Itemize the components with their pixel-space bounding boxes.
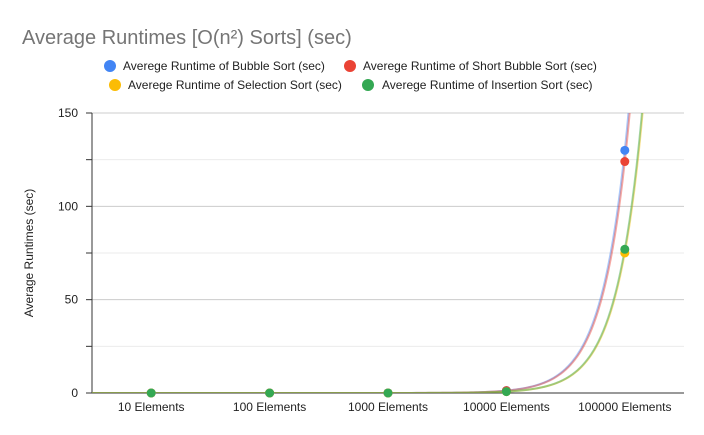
legend-label-insertion-sort: Averege Runtime of Insertion Sort (sec) [382, 78, 593, 92]
x-tick-label: 100000 Elements [578, 400, 671, 414]
y-tick-label: 100 [58, 199, 78, 213]
data-points [146, 145, 630, 398]
legend-label-selection-sort: Averege Runtime of Selection Sort (sec) [128, 78, 342, 92]
legend-item-selection-sort[interactable]: Averege Runtime of Selection Sort (sec) [109, 78, 342, 92]
data-point[interactable] [265, 388, 275, 398]
y-tick-label: 50 [65, 293, 79, 307]
plot-area: 0 50 100 150 10 Elements 100 Elements 1000 Ele… [58, 106, 684, 414]
legend-item-insertion-sort[interactable]: Averege Runtime of Insertion Sort (sec) [362, 78, 593, 92]
legend-label-short-bubble-sort: Averege Runtime of Short Bubble Sort (se… [363, 59, 597, 73]
y-tick-label: 0 [71, 386, 78, 400]
y-axis-title: Average Runtimes (sec) [22, 189, 36, 318]
x-tick-label: 10 Elements [118, 400, 185, 414]
data-point[interactable] [620, 145, 630, 155]
x-tick-label: 100 Elements [233, 400, 306, 414]
data-point[interactable] [146, 388, 156, 398]
legend-item-bubble-sort[interactable]: Averege Runtime of Bubble Sort (sec) [104, 59, 325, 73]
legend-item-short-bubble-sort[interactable]: Averege Runtime of Short Bubble Sort (se… [344, 59, 597, 73]
x-tick-label: 10000 Elements [463, 400, 550, 414]
data-point[interactable] [620, 244, 630, 254]
legend-swatch-selection-sort [109, 79, 121, 91]
legend-swatch-insertion-sort [362, 79, 374, 91]
x-tick-label: 1000 Elements [348, 400, 428, 414]
data-point[interactable] [501, 387, 511, 397]
legend-label-bubble-sort: Averege Runtime of Bubble Sort (sec) [123, 59, 325, 73]
legend-swatch-short-bubble-sort [344, 60, 356, 72]
legend-swatch-bubble-sort [104, 60, 116, 72]
y-tick-label: 150 [58, 106, 78, 120]
legend: Averege Runtime of Bubble Sort (sec) Ave… [104, 59, 597, 92]
chart-title: Average Runtimes [O(n²) Sorts] (sec) [22, 27, 352, 49]
data-point[interactable] [383, 388, 393, 398]
data-point[interactable] [620, 157, 630, 167]
